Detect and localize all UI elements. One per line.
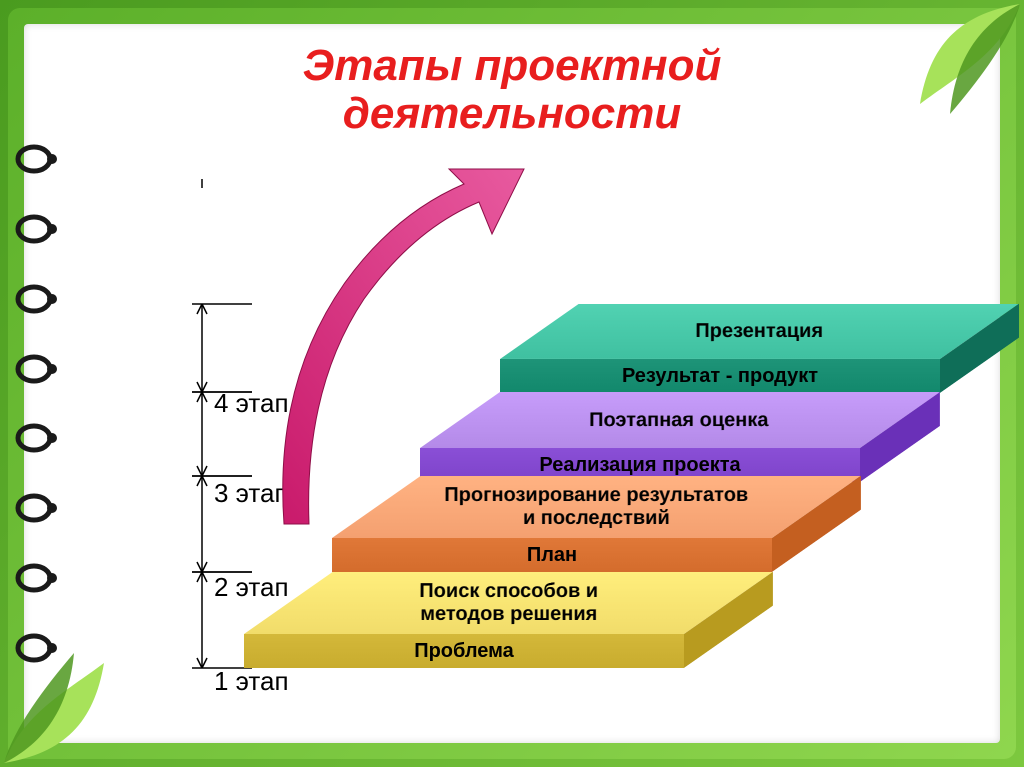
- title-line2: деятельности: [24, 90, 1000, 138]
- step-top-label: Поиск способов и методов решения: [244, 572, 773, 634]
- step-top-label: Презентация: [500, 304, 1019, 359]
- corner-leaf-top-right: [870, 4, 1020, 154]
- staircase-diagram: Поиск способов и методов решенияПроблема…: [134, 204, 994, 744]
- spiral-ring-icon: [14, 421, 62, 455]
- spiral-ring-icon: [14, 491, 62, 525]
- spiral-ring-icon: [14, 282, 62, 316]
- spiral-ring-icon: [14, 631, 62, 665]
- spiral-binding: [14, 124, 68, 683]
- spiral-ring-icon: [14, 561, 62, 595]
- step-front-label: Проблема: [244, 634, 684, 668]
- spiral-ring-icon: [14, 212, 62, 246]
- spiral-ring-icon: [14, 142, 62, 176]
- upward-arrow-icon: [254, 154, 554, 539]
- white-page: Этапы проектной деятельности Поиск спосо…: [24, 24, 1000, 743]
- title-line1: Этапы проектной: [24, 42, 1000, 90]
- green-border: Этапы проектной деятельности Поиск спосо…: [8, 8, 1016, 759]
- stage-label-1: 1 этап: [214, 666, 289, 697]
- step-front-label: Результат - продукт: [500, 359, 940, 393]
- stage-label-2: 2 этап: [214, 572, 289, 603]
- step-front-label: План: [332, 538, 772, 572]
- slide-title: Этапы проектной деятельности: [24, 24, 1000, 139]
- outer-frame: Этапы проектной деятельности Поиск спосо…: [0, 0, 1024, 767]
- spiral-ring-icon: [14, 352, 62, 386]
